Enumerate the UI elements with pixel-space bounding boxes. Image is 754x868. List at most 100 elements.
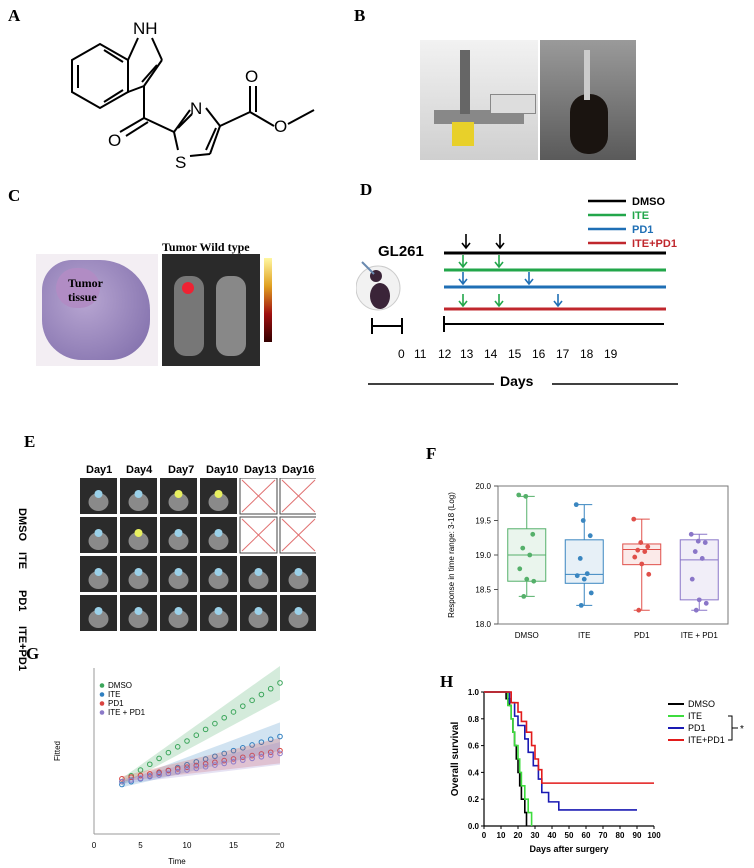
signal-spot	[174, 568, 183, 576]
legend-marker	[99, 701, 105, 706]
fitted-point	[240, 754, 246, 761]
fitted-point	[156, 772, 162, 778]
data-point	[699, 556, 705, 561]
model-label: GL261	[378, 243, 424, 260]
box-plot-f: 18.0 18.5 19.0 19.5 20.0 Response in time ran…	[447, 482, 729, 640]
day-19: 19	[604, 347, 618, 361]
data-point	[531, 578, 537, 584]
significance-star: *	[740, 724, 744, 735]
data-point	[520, 545, 526, 551]
fitted-point	[267, 736, 274, 743]
y-tick-label: 0.8	[468, 715, 480, 724]
mouse-head-shape	[88, 610, 109, 628]
cross-mark	[241, 518, 276, 552]
data-point	[646, 571, 652, 577]
data-point	[645, 544, 651, 550]
atom-o-ketone: O	[108, 131, 121, 150]
panel-label-e: E	[24, 432, 36, 451]
data-point	[702, 540, 708, 545]
day-12: 12	[438, 347, 452, 361]
atom-o-ester: O	[274, 117, 287, 136]
signal-spot	[94, 490, 103, 498]
legend-label: PD1	[688, 723, 706, 733]
fitted-point	[212, 720, 218, 727]
mouse-head-shape	[208, 493, 229, 511]
row-dmso: DMSO	[16, 508, 28, 541]
mouse-head-shape	[128, 571, 149, 589]
signal-spot	[294, 568, 303, 576]
atom-s-thiazole: S	[175, 153, 186, 172]
day-16: 16	[532, 347, 546, 361]
mouse-head-photo	[540, 40, 636, 160]
col-day16: Day16	[282, 464, 315, 476]
x-axis-label: Time	[168, 857, 186, 864]
atom-nh: NH	[133, 19, 158, 38]
fitted-point	[258, 751, 265, 757]
fitted-point	[128, 777, 134, 783]
legend-label: ITE	[688, 711, 702, 721]
mouse-head-shape	[168, 493, 189, 511]
tumor-label-line1: Tumor	[68, 276, 103, 290]
data-point	[578, 602, 584, 608]
fitted-point	[174, 744, 181, 750]
panel-label-d: D	[360, 180, 373, 199]
data-point	[517, 566, 523, 572]
x-tick-label: 30	[531, 831, 540, 840]
y-tick-label: 20.0	[475, 482, 491, 491]
x-tick-label: 90	[633, 831, 642, 840]
mouse-head-shape	[128, 493, 149, 511]
data-point	[636, 607, 642, 613]
data-point	[631, 516, 637, 522]
fitted-point	[174, 766, 181, 772]
signal-spot	[174, 607, 183, 615]
data-point	[693, 607, 699, 613]
day-0: 0	[398, 347, 405, 361]
data-point	[688, 531, 694, 537]
fitted-point	[156, 769, 162, 776]
category-label: PD1	[634, 631, 650, 640]
fitted-point	[137, 772, 144, 779]
significance-bracket	[728, 715, 738, 741]
fitted-point	[184, 764, 190, 771]
luminescence-scale-bar	[264, 258, 272, 342]
y-tick-label: 0.6	[468, 742, 480, 751]
fitted-point	[147, 773, 153, 780]
mouse-head	[570, 94, 608, 154]
legend-ite-pd1: ITE+PD1	[632, 238, 677, 250]
chemical-structure: NH O N S O O	[71, 19, 315, 172]
atom-o-carbonyl: O	[245, 67, 258, 86]
fitted-point	[221, 714, 227, 721]
data-point	[577, 556, 583, 561]
data-point	[516, 492, 522, 498]
col-day4: Day4	[126, 464, 153, 476]
row-ite: ITE	[16, 552, 28, 570]
signal-spot	[94, 568, 103, 576]
day-17: 17	[556, 347, 570, 361]
x-tick-label: 80	[616, 831, 625, 840]
mouse-right	[216, 276, 246, 356]
fitted-point	[249, 752, 255, 759]
signal-spot	[254, 607, 263, 615]
fitted-point	[267, 685, 274, 692]
mouse-illustration	[356, 261, 401, 311]
fitted-point	[230, 747, 237, 754]
x-tick-label: 5	[138, 841, 143, 850]
cross-mark	[241, 479, 276, 513]
fitted-point	[119, 776, 125, 782]
data-point	[703, 600, 709, 606]
imaging-grid: Day1 Day4 Day7 Day10 Day13 Day16 DMSO IT…	[16, 460, 324, 671]
y-axis-label: Fitted	[53, 741, 62, 761]
x-tick-label: 100	[647, 831, 661, 840]
data-point	[573, 502, 579, 508]
data-point	[588, 590, 594, 596]
bioluminescence-photo	[162, 254, 260, 366]
survival-curve	[484, 691, 533, 826]
mouse-head-shape	[88, 532, 109, 550]
cross-mark	[281, 479, 316, 513]
box	[679, 539, 719, 601]
survival-curve	[484, 691, 654, 784]
day-15: 15	[508, 347, 522, 361]
signal-spot	[174, 529, 183, 537]
data-point	[523, 493, 529, 499]
legend-label: DMSO	[108, 681, 132, 690]
